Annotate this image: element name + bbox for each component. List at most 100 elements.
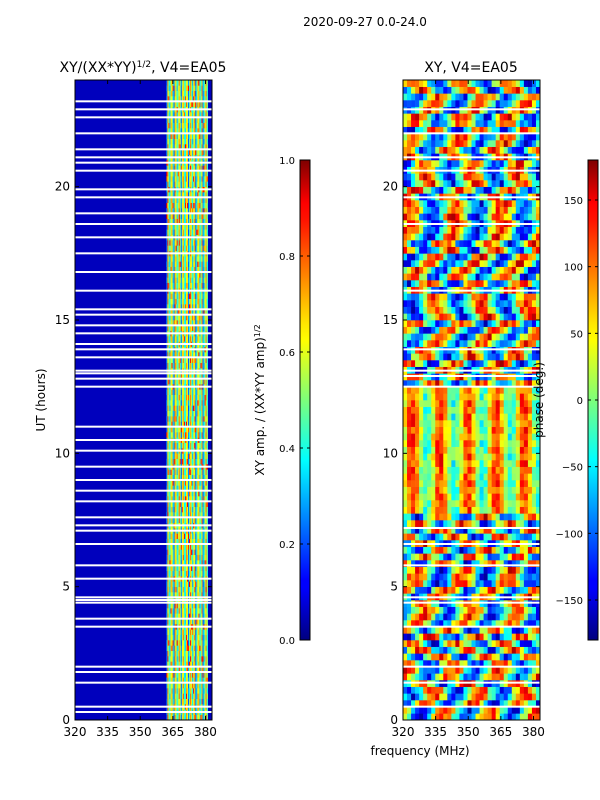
left-heatmap-cell [190,538,192,545]
left-heatmap-cell [190,698,192,705]
left-heatmap-cell [169,405,171,411]
left-heatmap-cell [180,453,183,459]
left-heatmap-cell [186,144,189,150]
left-heatmap-cell [202,192,204,198]
left-heatmap-cell [170,666,172,673]
left-heatmap-cell [198,570,200,577]
left-heatmap-cell [195,645,197,651]
left-heatmap-cell [206,325,208,331]
left-heatmap-cell [197,197,199,203]
left-heatmap-cell [195,117,197,123]
left-heatmap-cell [202,490,204,497]
left-heatmap-cell [197,165,199,171]
left-heatmap-cell [197,629,199,635]
left-heatmap-cell [184,666,187,673]
left-heatmap-cell [194,682,196,689]
left-heatmap-cell [173,101,175,107]
left-heatmap-cell [177,544,180,550]
left-heatmap-cell [180,432,183,438]
left-heatmap-cell [176,538,178,545]
left-heatmap-cell [177,101,180,107]
left-heatmap-cell [195,277,197,283]
left-heatmap-cell [174,693,176,699]
left-heatmap-cell [191,426,193,433]
left-heatmap-cell [176,405,178,411]
left-heatmap-cell [206,224,208,230]
left-heatmap-cell [193,592,195,598]
left-heatmap-cell [185,309,188,315]
left-heatmap-cell [203,565,205,571]
left-heatmap-cell [192,128,194,134]
left-heatmap-cell [202,298,204,305]
left-heatmap-cell [190,101,192,107]
left-heatmap-cell [203,533,205,539]
left-heatmap-cell [169,650,171,657]
left-heatmap-cell [196,208,198,214]
left-heatmap-cell [168,336,170,342]
left-heatmap-cell [200,592,202,598]
left-heatmap-cell [205,693,207,699]
left-heatmap-cell [190,138,192,145]
left-heatmap-cell [172,533,174,539]
left-heatmap-cell [183,565,186,571]
left-heatmap-cell [202,293,204,299]
left-heatmap-cell [189,240,191,246]
left-heatmap-cell [175,474,177,481]
left-heatmap-cell [184,357,187,363]
left-heatmap-cell [170,496,172,502]
left-heatmap-cell [186,634,189,641]
left-heatmap-cell [202,485,204,491]
left-heatmap-cell [204,586,206,593]
left-heatmap-cell [177,85,180,91]
left-heatmap-cell [202,138,204,145]
left-heatmap-cell [166,666,168,673]
left-heatmap-cell [204,181,206,187]
left-heatmap-cell [195,261,197,267]
left-heatmap-cell [200,613,202,619]
left-heatmap-cell [188,432,190,438]
left-heatmap-cell [185,586,188,593]
left-heatmap-cell [202,421,204,427]
left-heatmap-cell [167,96,169,102]
left-heatmap-cell [171,272,173,278]
left-heatmap-cell [206,672,208,678]
left-heatmap-cell [167,565,169,571]
left-heatmap-cell [206,394,208,401]
left-heatmap-cell [200,714,202,720]
left-heatmap-cell [180,101,183,107]
left-ytick-label: 10 [55,446,70,460]
left-heatmap-cell [183,586,186,593]
left-heatmap-cell [167,688,169,694]
left-heatmap-cell [171,181,173,187]
right-heatmap-cell [447,700,452,707]
left-heatmap-cell [170,426,172,433]
left-heatmap-cell [202,602,204,609]
left-heatmap-cell [202,474,204,481]
left-heatmap-cell [199,293,201,299]
left-heatmap-cell [171,544,173,550]
left-heatmap-cell [202,453,204,459]
left-heatmap-cell [167,496,169,502]
left-heatmap-cell [191,618,193,625]
left-cbtick-label: 0.8 [279,252,295,263]
left-heatmap-cell [189,432,191,438]
left-heatmap-cell [171,266,173,273]
left-heatmap-cell [183,149,186,155]
left-heatmap-cell [168,688,170,694]
left-heatmap-cell [197,506,199,513]
left-heatmap-cell [191,416,193,422]
left-heatmap-cell [169,117,171,123]
left-heatmap-cell [188,208,190,214]
left-gap-row [75,449,212,452]
left-heatmap-cell [182,218,185,225]
left-heatmap-cell [194,565,196,571]
left-heatmap-cell [184,96,187,102]
left-heatmap-cell [175,320,177,326]
left-heatmap-cell [181,549,184,555]
left-heatmap-cell [176,645,178,651]
left-heatmap-cell [192,373,194,379]
left-heatmap-cell [200,640,202,646]
left-heatmap-cell [174,144,176,150]
left-heatmap-cell [180,634,183,641]
left-heatmap-cell [168,320,170,326]
